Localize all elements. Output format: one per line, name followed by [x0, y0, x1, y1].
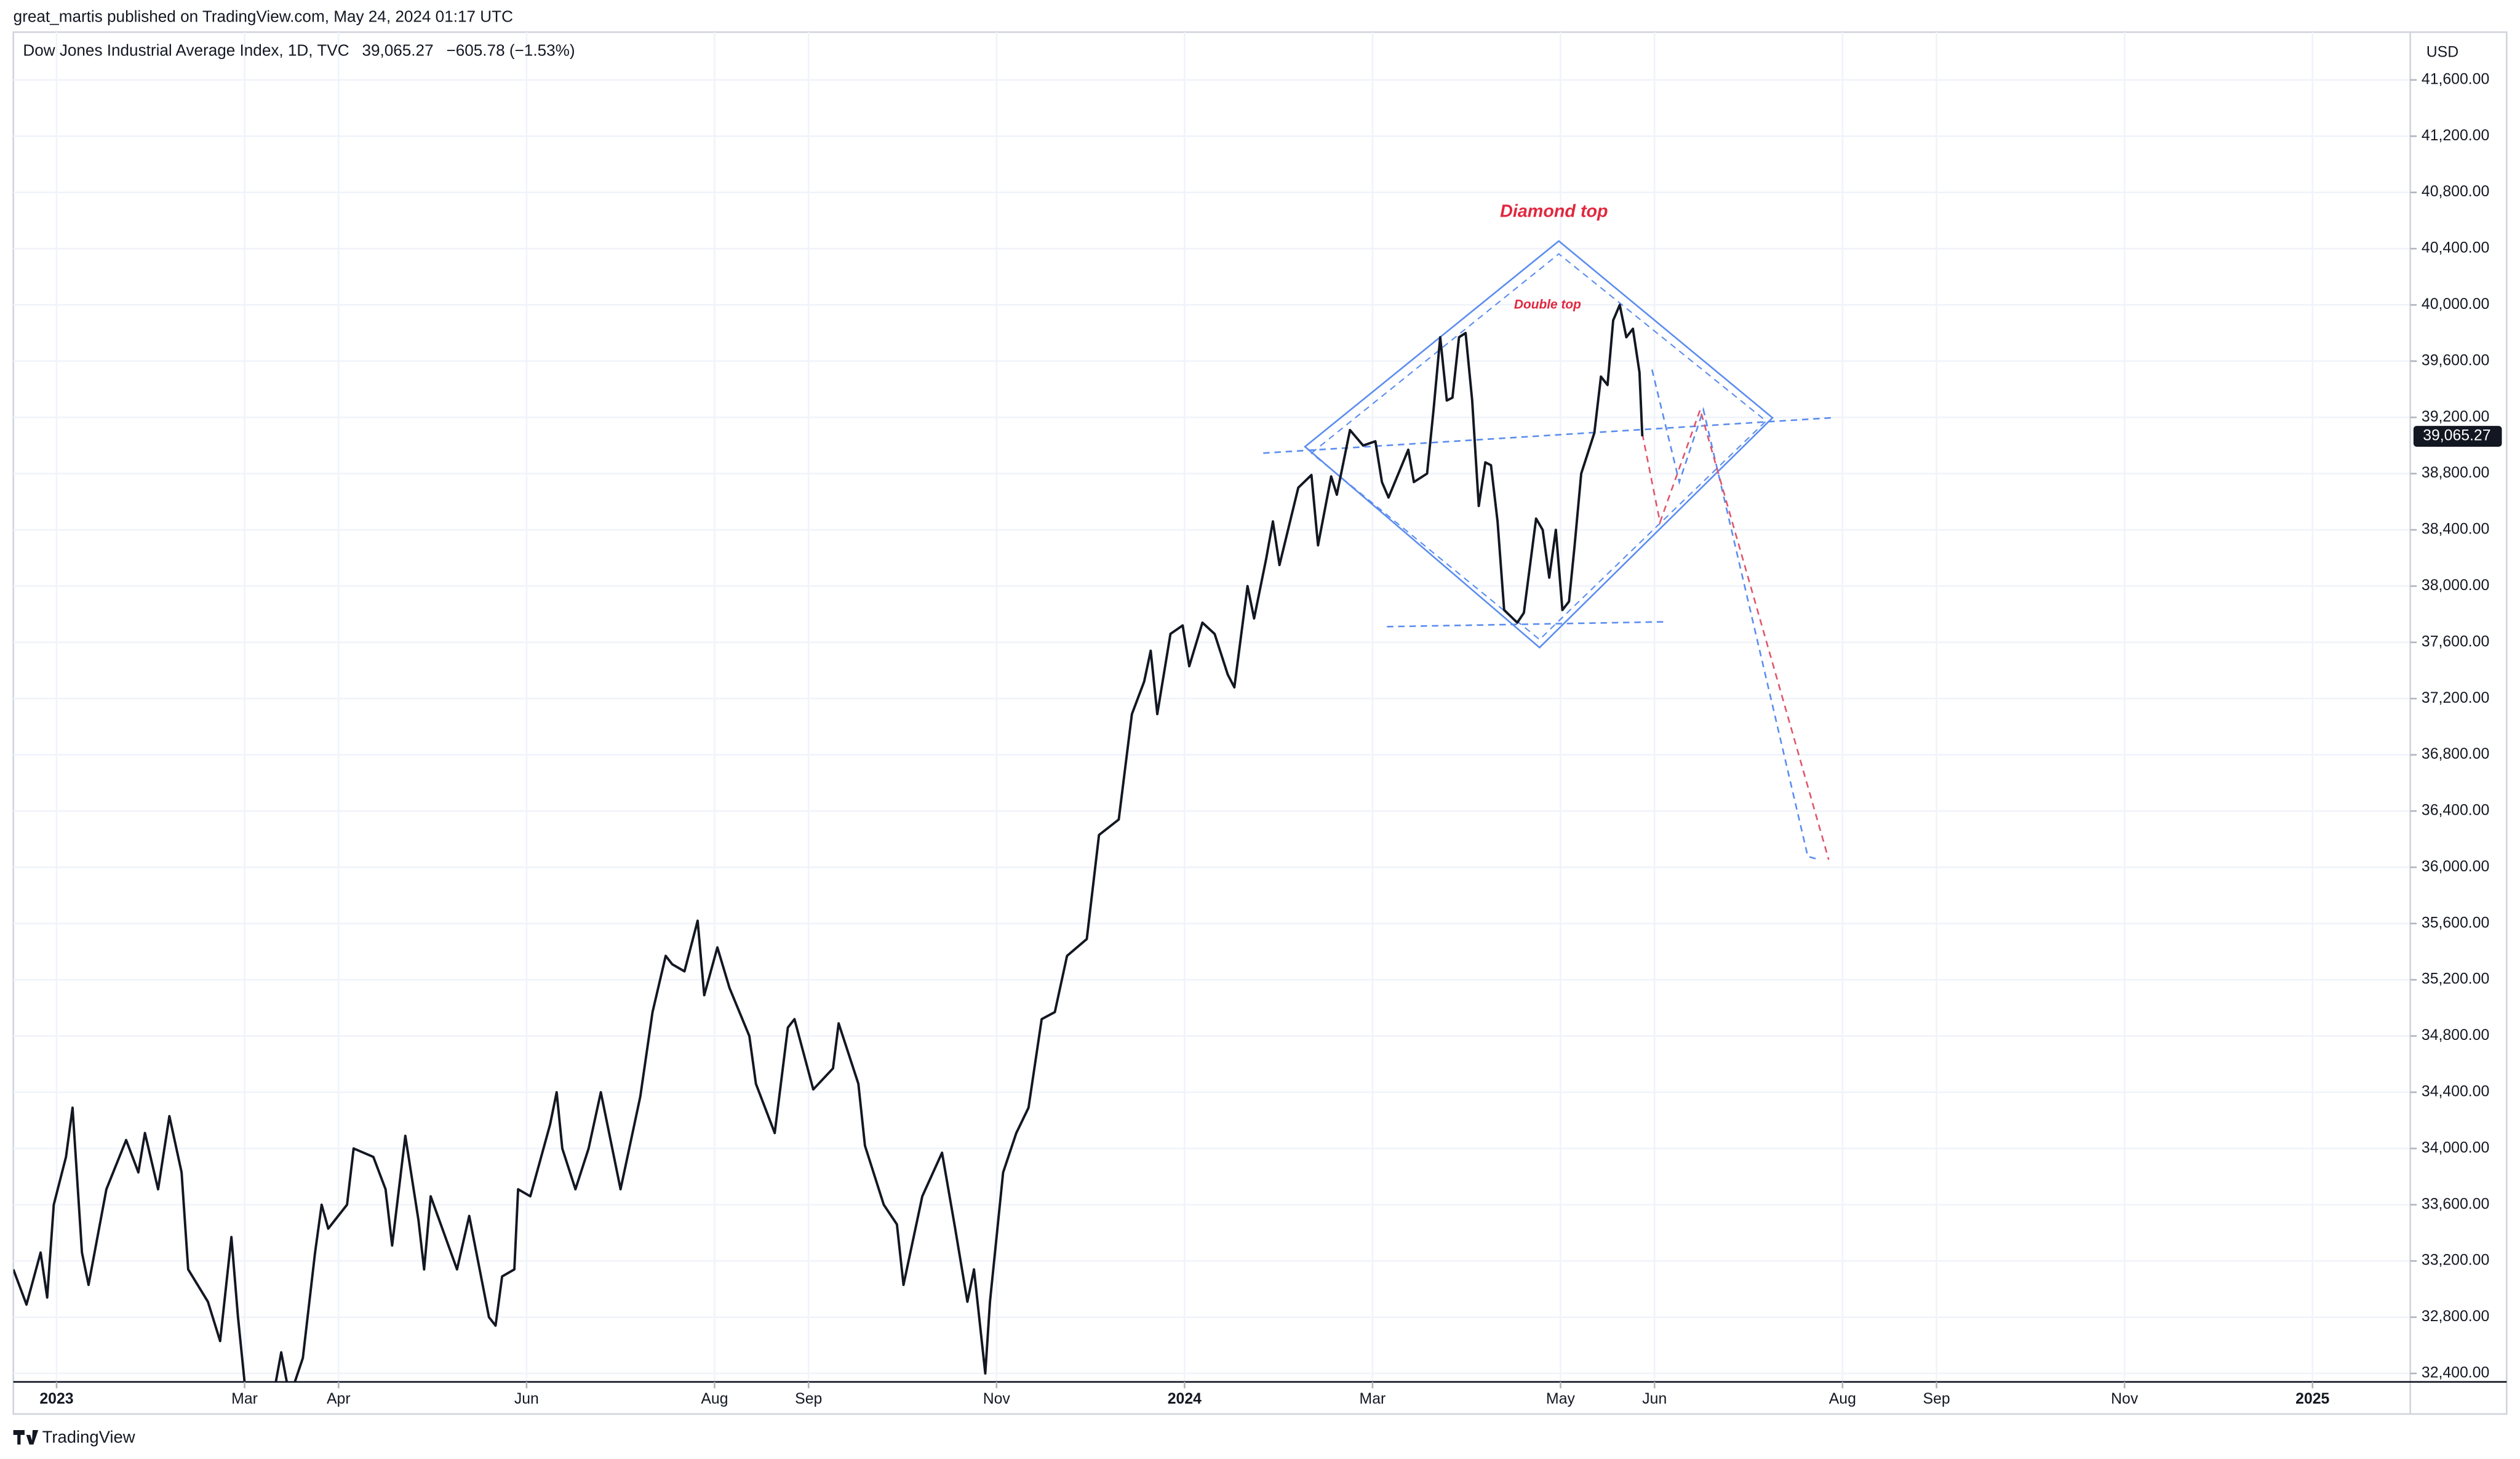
- drawings: [1263, 239, 1832, 861]
- y-tick-label: 33,600.00: [2422, 1196, 2489, 1212]
- annotation: Diamond top: [1500, 201, 1608, 221]
- neckline: [1263, 417, 1832, 454]
- price-tag: [2413, 426, 2502, 447]
- logo: [13, 1429, 39, 1445]
- x-tick-label: Jun: [1642, 1391, 1667, 1407]
- x-tick-label: Mar: [231, 1391, 258, 1407]
- y-tick-label: 32,800.00: [2422, 1308, 2489, 1325]
- y-tick-label: 36,800.00: [2422, 746, 2489, 762]
- y-tick-label: 38,400.00: [2422, 521, 2489, 538]
- diamond-outline: [1304, 239, 1774, 649]
- y-tick-label: 38,800.00: [2422, 465, 2489, 481]
- x-tick-label: Mar: [1360, 1391, 1386, 1407]
- y-tick-label: 40,400.00: [2422, 240, 2489, 257]
- projection-red: [1641, 407, 1830, 860]
- price-line: [13, 303, 1644, 1382]
- y-tick-label: 35,200.00: [2422, 971, 2489, 988]
- y-tick-label: 36,000.00: [2422, 858, 2489, 875]
- y-tick-label: 40,000.00: [2422, 296, 2489, 313]
- x-tick-label: 2025: [2295, 1391, 2329, 1407]
- x-tick-label: 2024: [1168, 1391, 1202, 1407]
- y-tick-label: 36,400.00: [2422, 802, 2489, 819]
- y-tick-label: 40,800.00: [2422, 183, 2489, 200]
- price-tag-label: 39,065.27: [2423, 428, 2490, 444]
- y-tick-label: 34,800.00: [2422, 1027, 2489, 1044]
- projection-blue: [1651, 369, 1820, 861]
- series-layer: [13, 303, 1644, 1382]
- publisher-header: great_martis published on TradingView.co…: [14, 7, 513, 26]
- y-tick-label: 32,400.00: [2422, 1364, 2489, 1381]
- x-tick-label: Aug: [701, 1391, 728, 1407]
- symbol-title: Dow Jones Industrial Average Index, 1D, …: [23, 41, 349, 59]
- currency-label: USD: [2426, 44, 2458, 61]
- x-tick-label: Sep: [795, 1391, 822, 1407]
- x-tick-label: Jun: [514, 1391, 539, 1407]
- x-tick-label: Apr: [327, 1391, 351, 1407]
- y-tick-label: 38,000.00: [2422, 577, 2489, 594]
- chart-frame: [12, 31, 2508, 1415]
- y-tick-label: 34,000.00: [2422, 1140, 2489, 1156]
- grid: [13, 32, 2410, 1382]
- x-tick-label: May: [1546, 1391, 1575, 1407]
- footer-brand: TradingView: [42, 1427, 135, 1446]
- y-tick-label: 37,200.00: [2422, 690, 2489, 706]
- x-tick-label: Sep: [1923, 1391, 1950, 1407]
- y-tick-label: 41,600.00: [2422, 71, 2489, 87]
- footer: TradingView: [13, 1427, 135, 1446]
- y-tick-label: 39,600.00: [2422, 352, 2489, 369]
- annotation: Double top: [1514, 298, 1581, 312]
- last-price: 39,065.27: [362, 41, 433, 59]
- price-change: −605.78 (−1.53%): [447, 41, 575, 59]
- y-tick-label: 41,200.00: [2422, 127, 2489, 144]
- y-tick-label: 34,400.00: [2422, 1084, 2489, 1100]
- y-tick-label: 35,600.00: [2422, 914, 2489, 931]
- x-tick-label: Nov: [2111, 1391, 2139, 1407]
- y-tick-label: 37,600.00: [2422, 633, 2489, 650]
- y-tick-label: 33,200.00: [2422, 1252, 2489, 1269]
- x-tick-label: Aug: [1829, 1391, 1856, 1407]
- y-tick-label: 39,200.00: [2422, 409, 2489, 425]
- legend-title: Dow Jones Industrial Average Index, 1D, …: [23, 41, 575, 59]
- x-tick-label: Nov: [983, 1391, 1011, 1407]
- x-tick-label: 2023: [39, 1391, 73, 1407]
- support-line: [1387, 621, 1664, 628]
